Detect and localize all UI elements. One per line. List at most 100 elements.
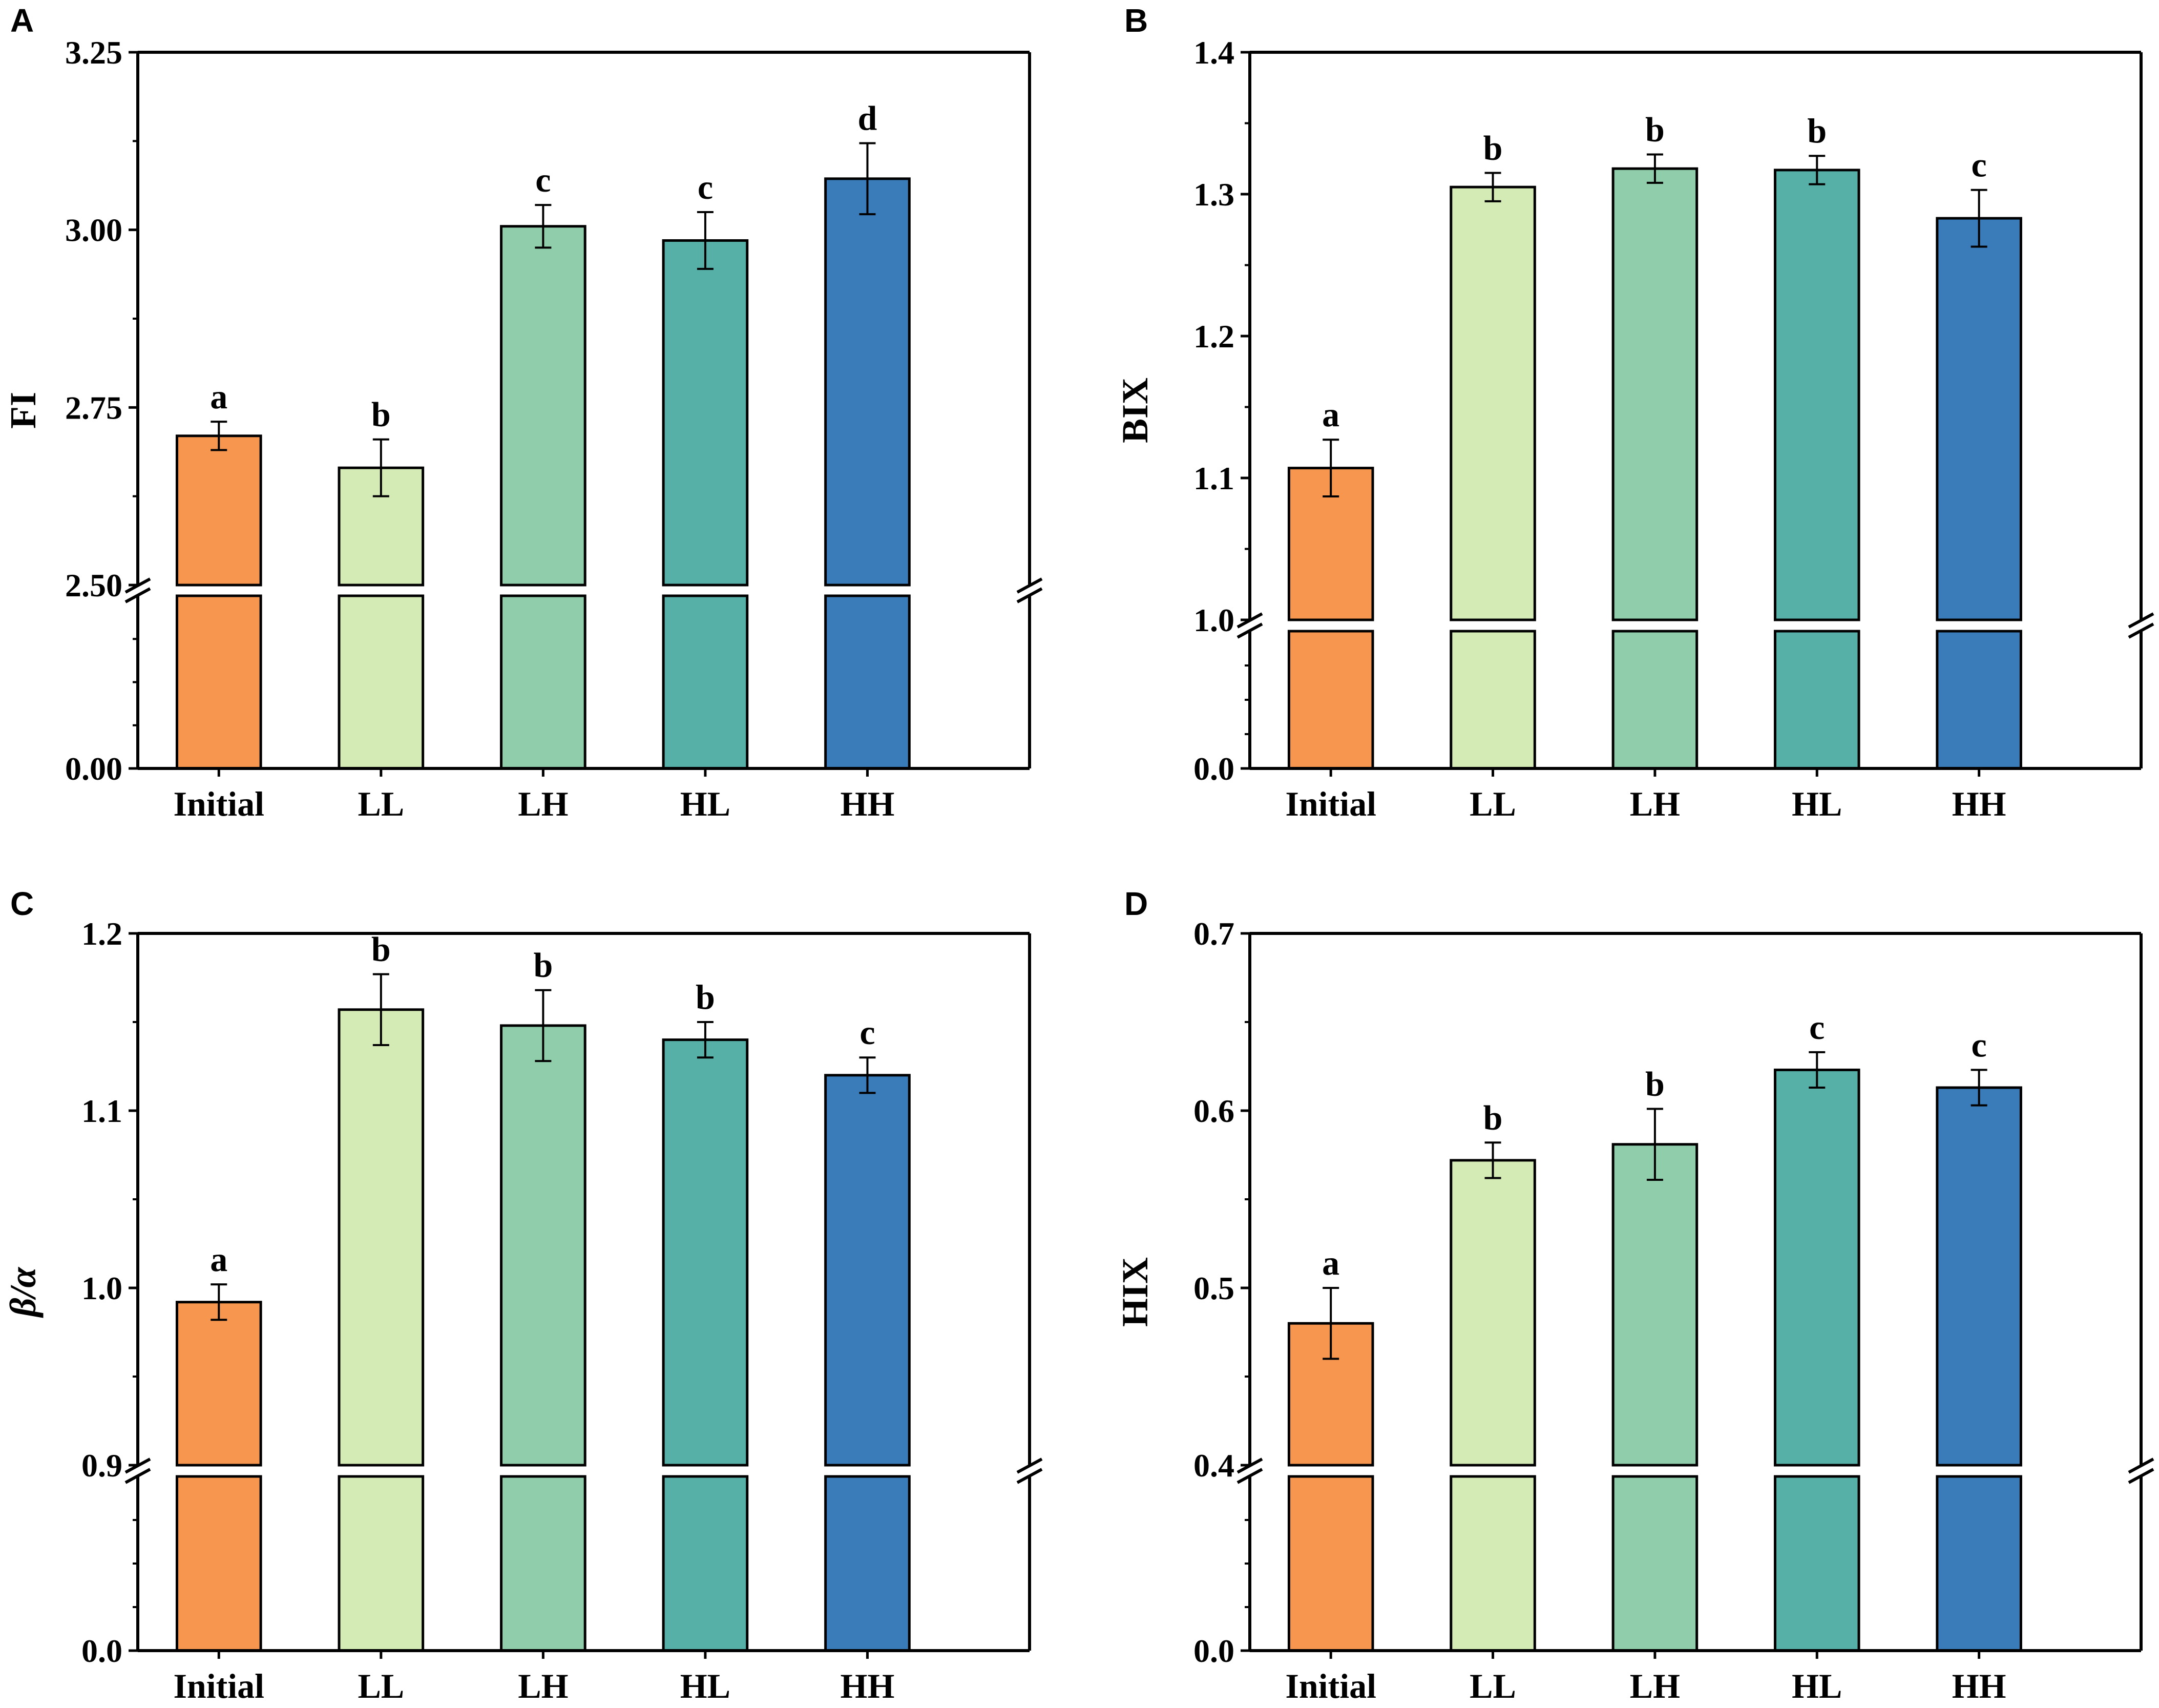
bar-LH — [1611, 1143, 1699, 1467]
bar-HH — [1936, 1086, 2022, 1467]
significance-label-LL: b — [1483, 128, 1503, 167]
bar-lower-HL — [662, 1475, 749, 1652]
panel-letter: A — [10, 2, 34, 39]
y-tick-label: 1.3 — [1193, 176, 1234, 213]
y-tick-label: 1.2 — [1193, 318, 1234, 355]
significance-label-HL: b — [1807, 111, 1827, 150]
bar-LL — [338, 1008, 425, 1467]
y-tick-label: 2.75 — [65, 389, 122, 426]
category-label-HH: HH — [1952, 784, 2006, 823]
bar-lower-HL — [1773, 630, 1860, 770]
y-tick-label: 0.00 — [65, 751, 122, 787]
bar-HH — [824, 177, 911, 587]
category-label-LL: LL — [358, 1667, 404, 1705]
significance-label-HL: b — [696, 977, 715, 1016]
axis-break-mark-right — [1016, 587, 1043, 603]
bar-lower-Initial — [175, 594, 262, 770]
y-tick-label: 2.50 — [65, 567, 122, 603]
axis-break-gap — [122, 1466, 1045, 1475]
category-label-HH: HH — [841, 1667, 895, 1705]
category-label-LL: LL — [1470, 784, 1516, 823]
bar-HL — [1773, 1068, 1860, 1467]
panel-letter: B — [1124, 2, 1148, 39]
category-label-Initial: Initial — [1285, 784, 1376, 823]
axis-break-gap — [1234, 1466, 2156, 1475]
bar-HH — [1936, 217, 2022, 621]
axis-break-mark-right — [2128, 622, 2154, 639]
category-label-LL: LL — [358, 784, 404, 823]
y-tick-label: 0.0 — [81, 1633, 122, 1669]
category-label-HH: HH — [841, 784, 895, 823]
significance-label-Initial: a — [210, 1240, 227, 1279]
bar-Initial — [175, 434, 262, 587]
bar-lower-HL — [662, 594, 749, 770]
axis-break-mark-right — [2128, 1457, 2154, 1474]
y-axis-title: β/α — [3, 1266, 44, 1318]
axis-break-mark-left — [124, 1468, 151, 1484]
y-tick-label: 0.0 — [1193, 1633, 1234, 1669]
bar-LL — [1450, 1159, 1536, 1467]
significance-label-HL: c — [1809, 1008, 1825, 1047]
category-label-LH: LH — [1630, 1667, 1680, 1705]
significance-label-Initial: a — [1322, 395, 1339, 434]
bar-LH — [1611, 167, 1699, 621]
chart-panel-C: Ca Initial b LL b LH b HL c HH 0.9 1.0 1.1 1.2 0.0 β/α — [3, 885, 1045, 1705]
y-tick-label: 0.9 — [81, 1447, 122, 1484]
category-label-LH: LH — [518, 784, 568, 823]
category-label-HL: HL — [1792, 1667, 1842, 1705]
axis-break-gap — [122, 586, 1045, 595]
y-tick-label: 1.0 — [1193, 602, 1234, 638]
bar-HL — [662, 1038, 749, 1467]
y-tick-label: 3.25 — [65, 34, 122, 71]
significance-label-LH: b — [1645, 1065, 1665, 1103]
category-label-HL: HL — [680, 1667, 730, 1705]
significance-label-LL: b — [1483, 1098, 1503, 1137]
chart-panel-A: Aa Initial b LL c LH c HL d HH 2.50 2.75 3.00 3.25 0.0… — [3, 2, 1045, 823]
bar-lower-LH — [500, 594, 586, 770]
bar-lower-HH — [1936, 630, 2022, 770]
panel-letter: D — [1124, 885, 1148, 922]
axis-break-mark-right — [2128, 612, 2154, 629]
y-tick-label: 1.1 — [1193, 460, 1234, 496]
axis-break-mark-right — [1016, 1468, 1043, 1484]
category-label-LH: LH — [1630, 784, 1680, 823]
axis-break-mark-right — [1016, 1457, 1043, 1474]
bar-lower-LH — [1611, 1475, 1699, 1652]
bar-LL — [1450, 185, 1536, 621]
category-label-LH: LH — [518, 1667, 568, 1705]
axis-break-mark-left — [1236, 1468, 1263, 1484]
axis-break-mark-right — [1016, 577, 1043, 594]
chart-panel-D: Da Initial b LL b LH c HL c HH 0.4 0.5 0.6 0.7 0.0 HIX — [1115, 885, 2156, 1705]
y-axis-title: FI — [3, 392, 44, 429]
category-label-LL: LL — [1470, 1667, 1516, 1705]
bar-lower-LH — [500, 1475, 586, 1652]
axis-break-mark-right — [2128, 1468, 2154, 1484]
bar-LH — [500, 1024, 586, 1467]
panel-letter: C — [10, 885, 34, 922]
axis-break-mark-left — [124, 587, 151, 603]
category-label-HH: HH — [1952, 1667, 2006, 1705]
significance-label-Initial: a — [210, 377, 227, 416]
significance-label-LL: b — [371, 395, 391, 434]
y-tick-label: 0.5 — [1193, 1270, 1234, 1306]
significance-label-LH: c — [535, 160, 551, 199]
bar-lower-LL — [338, 1475, 425, 1652]
significance-label-LL: b — [371, 930, 391, 969]
category-label-Initial: Initial — [173, 784, 264, 823]
significance-label-HH: c — [1972, 1025, 1987, 1064]
y-axis-title: BIX — [1115, 378, 1156, 443]
category-label-HL: HL — [680, 784, 730, 823]
y-tick-label: 0.6 — [1193, 1093, 1234, 1129]
significance-label-HH: d — [858, 98, 877, 137]
bar-lower-Initial — [175, 1475, 262, 1652]
y-tick-label: 1.4 — [1193, 34, 1234, 71]
bar-HL — [1773, 169, 1860, 621]
significance-label-HH: c — [860, 1013, 875, 1052]
y-tick-label: 1.0 — [81, 1270, 122, 1306]
y-tick-label: 3.00 — [65, 212, 122, 248]
y-tick-label: 1.2 — [81, 915, 122, 952]
axis-break-gap — [1234, 621, 2156, 630]
bar-lower-HH — [1936, 1475, 2022, 1652]
significance-label-LH: b — [533, 946, 553, 985]
